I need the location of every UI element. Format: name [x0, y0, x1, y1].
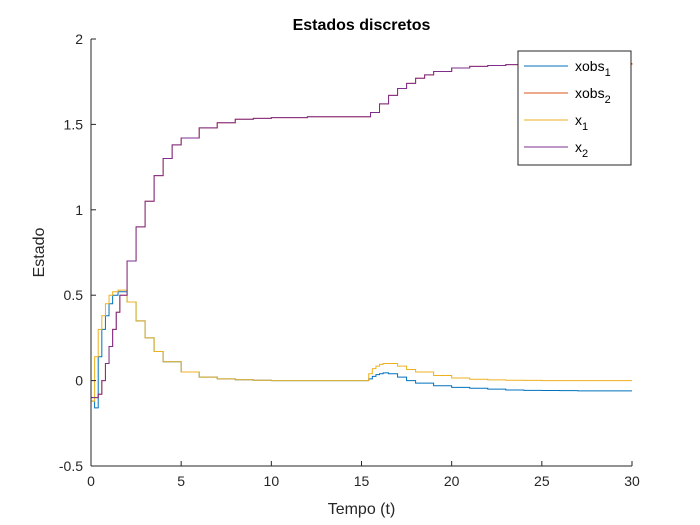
series-line-4: [91, 63, 632, 399]
series-layer: [91, 63, 633, 409]
x-tick-label: 10: [264, 473, 280, 489]
y-tick-label: -0.5: [59, 458, 83, 474]
y-axis-title: Estado: [31, 227, 48, 277]
legend-label-1: xobs1: [575, 58, 611, 79]
x-tick-label: 15: [354, 473, 370, 489]
axes-layer: 0 5 10 15 20 25 30-0.500.511.52: [59, 31, 640, 489]
x-tick-label: 25: [534, 473, 550, 489]
chart-title: Estados discretos: [293, 17, 431, 34]
y-tick-label: 0: [75, 373, 83, 389]
y-tick-label: 1: [75, 202, 83, 218]
x-tick-label: 0: [87, 473, 95, 489]
x-tick-label: 5: [177, 473, 185, 489]
x-axis-title: Tempo (t): [328, 501, 396, 518]
y-tick-label: 1.5: [64, 116, 84, 132]
y-tick-label: 2: [75, 31, 83, 47]
series-line-3: [91, 289, 632, 402]
x-tick-label: 30: [624, 473, 640, 489]
legend-label-2: xobs2: [575, 85, 611, 106]
legend-box: [517, 50, 632, 166]
y-tick-label: 0.5: [64, 287, 84, 303]
x-tick-label: 20: [444, 473, 460, 489]
